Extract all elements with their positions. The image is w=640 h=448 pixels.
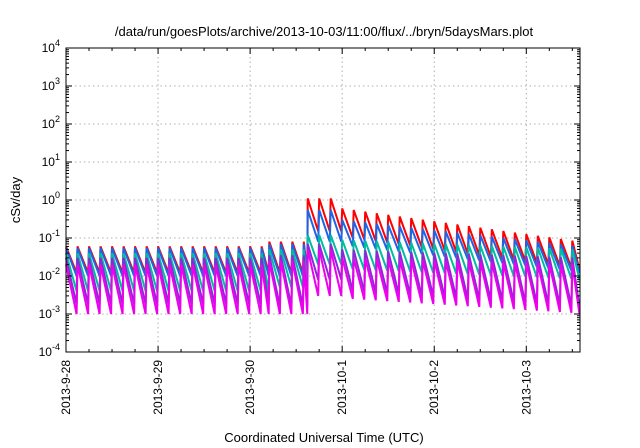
x-axis-label: Coordinated Universal Time (UTC) [224,430,423,445]
y-tick-label: 10-4 [39,342,60,359]
y-tick-label: 104 [42,38,60,55]
y-tick-label: 103 [42,76,60,93]
x-tick-label: 2013-9-29 [151,360,165,415]
y-tick-label: 10-3 [39,304,60,321]
y-tick-label: 100 [42,190,60,207]
y-tick-label: 10-2 [39,266,60,283]
x-axis: 2013-9-28 2013-9-29 2013-9-30 2013-10-1 2013… [59,48,573,415]
series-line-5 [65,249,581,315]
x-tick-label: 2013-10-2 [427,360,441,415]
x-tick-label: 2013-9-28 [59,360,73,415]
chart-title: /data/run/goesPlots/archive/2013-10-03/1… [115,24,534,39]
y-tick-label: 101 [42,152,60,169]
y-axis: 10-4 10-3 10-2 10-1 100 101 102 103 104 [39,38,580,359]
y-tick-label: 10-1 [39,228,60,245]
series-group [65,198,581,315]
x-tick-label: 2013-10-3 [519,360,533,415]
y-axis-label: cSv/day [8,176,23,223]
x-tick-label: 2013-9-30 [243,360,257,415]
x-tick-label: 2013-10-1 [335,360,349,415]
y-tick-label: 102 [42,114,60,131]
